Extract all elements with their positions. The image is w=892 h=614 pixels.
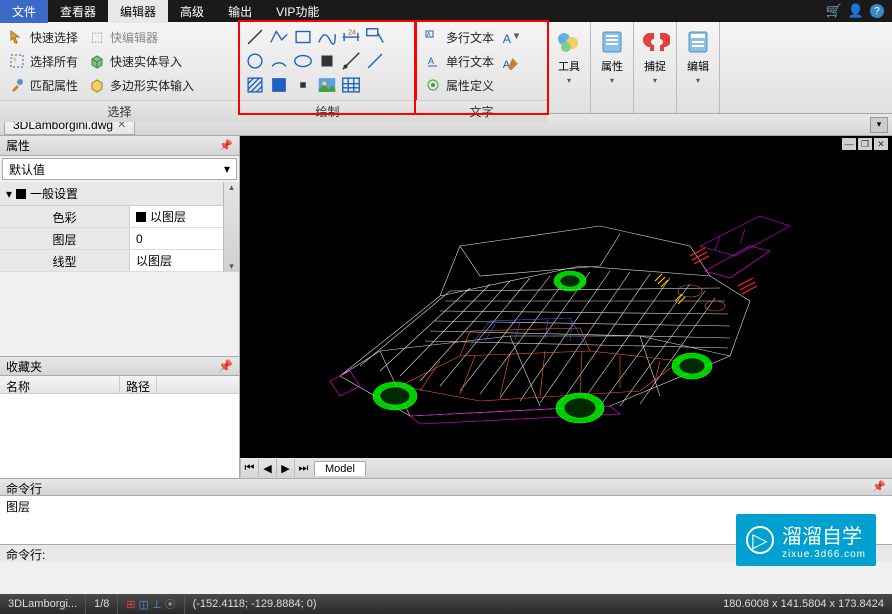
quick-solid-button[interactable]: 快速实体导入: [84, 50, 198, 72]
props-panel-header: 属性 📌: [0, 136, 239, 156]
model-tabbar: ⏮ ◀ ▶ ⏭ Model: [240, 458, 892, 478]
car-wireframe: [260, 156, 840, 456]
ellipse-icon[interactable]: [292, 50, 314, 72]
xline-icon[interactable]: [364, 50, 386, 72]
status-toggles: ⊞ ◫ ⊥ ⦿: [118, 594, 184, 614]
ribbon-group-snap: 捕捉▾: [634, 22, 677, 113]
prop-row-layer[interactable]: 图层0: [0, 228, 223, 250]
menu-output[interactable]: 输出: [216, 0, 264, 23]
table-icon[interactable]: [340, 74, 362, 96]
circle-icon[interactable]: [244, 50, 266, 72]
single-text-button[interactable]: A单行文本: [420, 50, 498, 72]
arc-icon[interactable]: [268, 50, 290, 72]
svg-text:A: A: [428, 56, 434, 66]
status-coords: (-152.4118; -129.8884; 0): [185, 598, 716, 610]
svg-text:A: A: [503, 32, 512, 46]
ribbon-group-draw: 24 绘制: [240, 22, 416, 113]
ribbon-label-select: 选择: [0, 100, 239, 122]
favorites-body: [0, 394, 239, 478]
svg-text:24: 24: [348, 29, 356, 36]
ribbon-label-draw: 绘制: [240, 100, 415, 122]
multiline-text-button[interactable]: A多行文本: [420, 26, 498, 48]
viewport-minimize[interactable]: —: [842, 138, 856, 150]
image-icon[interactable]: [316, 74, 338, 96]
match-props-button[interactable]: 匹配属性: [4, 74, 82, 96]
menu-file[interactable]: 文件: [0, 0, 48, 23]
ribbon: 快速选择 选择所有 匹配属性 ⬚快编辑器 快速实体导入 多边形实体输入 选择 2…: [0, 22, 892, 114]
ribbon-group-edit: 编辑▾: [677, 22, 720, 113]
menu-vip[interactable]: VIP功能: [264, 0, 331, 23]
menu-advanced[interactable]: 高级: [168, 0, 216, 23]
snap-toggle-icon[interactable]: ⊞: [126, 598, 135, 611]
ortho-toggle-icon[interactable]: ⊥: [152, 598, 162, 611]
snap-button[interactable]: 捕捉▾: [634, 22, 676, 90]
select-all-button[interactable]: 选择所有: [4, 50, 82, 72]
fav-col-path[interactable]: 路径: [120, 376, 157, 393]
poly-solid-button[interactable]: 多边形实体输入: [84, 74, 198, 96]
grid-toggle-icon[interactable]: ◫: [139, 598, 149, 611]
ray-icon[interactable]: [340, 50, 362, 72]
props-dropdown[interactable]: 默认值▾: [2, 158, 237, 180]
viewport[interactable]: — ❐ ✕: [240, 136, 892, 478]
model-tab-last[interactable]: ⏭: [294, 459, 312, 477]
ribbon-group-text: A多行文本 A单行文本 属性定义 A A 文字: [416, 22, 548, 113]
model-tab-next[interactable]: ▶: [276, 459, 294, 477]
favorites-columns: 名称 路径: [0, 376, 239, 394]
favorites-header: 收藏夹 📌: [0, 356, 239, 376]
prop-row-linetype[interactable]: 线型以图层: [0, 250, 223, 272]
props-button[interactable]: 属性▾: [591, 22, 633, 90]
quick-edit-button[interactable]: ⬚快编辑器: [84, 26, 198, 48]
cart-icon[interactable]: 🛒: [826, 3, 842, 19]
fav-col-name[interactable]: 名称: [0, 376, 120, 393]
prop-section-general[interactable]: ▾一般设置: [0, 182, 223, 206]
ribbon-group-select: 快速选择 选择所有 匹配属性 ⬚快编辑器 快速实体导入 多边形实体输入 选择: [0, 22, 240, 113]
edit-button[interactable]: 编辑▾: [677, 22, 719, 90]
pin-icon[interactable]: 📌: [219, 139, 233, 152]
user-icon[interactable]: 👤: [848, 3, 864, 19]
viewport-close[interactable]: ✕: [874, 138, 888, 150]
model-tab-first[interactable]: ⏮: [240, 459, 258, 477]
text-style-icon[interactable]: A: [500, 28, 522, 50]
tab-scroll-button[interactable]: ▾: [870, 117, 888, 133]
viewport-maximize[interactable]: ❐: [858, 138, 872, 150]
hatch-icon[interactable]: [244, 74, 266, 96]
gradient-icon[interactable]: [268, 74, 290, 96]
quick-select-button[interactable]: 快速选择: [4, 26, 82, 48]
polar-toggle-icon[interactable]: ⦿: [165, 596, 176, 612]
watermark: ▷ 溜溜自学 zixue.3d66.com: [736, 514, 876, 566]
status-file[interactable]: 3DLamborgi...: [0, 594, 86, 614]
sidebar: 属性 📌 默认值▾ ▾一般设置 色彩以图层 图层0 线型以图层 ▴▾ 收藏夹 📌…: [0, 136, 240, 478]
play-icon: ▷: [746, 526, 774, 554]
line-icon[interactable]: [244, 26, 266, 48]
ribbon-label-text: 文字: [416, 100, 547, 122]
dim-icon[interactable]: 24: [340, 26, 362, 48]
solid-icon[interactable]: [316, 50, 338, 72]
pin-icon[interactable]: 📌: [872, 480, 886, 494]
model-tab[interactable]: Model: [314, 461, 366, 476]
statusbar: 3DLamborgi... 1/8 ⊞ ◫ ⊥ ⦿ (-152.4118; -1…: [0, 594, 892, 614]
tools-button[interactable]: 工具▾: [548, 22, 590, 90]
menu-editor[interactable]: 编辑器: [108, 0, 168, 23]
spline-icon[interactable]: [316, 26, 338, 48]
ribbon-group-props: 属性▾: [591, 22, 634, 113]
status-dims: 180.6008 x 141.5804 x 173.8424: [715, 598, 892, 610]
rect-icon[interactable]: [292, 26, 314, 48]
ribbon-group-tools: 工具▾: [548, 22, 591, 113]
model-tab-prev[interactable]: ◀: [258, 459, 276, 477]
attr-def-button[interactable]: 属性定义: [420, 74, 498, 96]
pin-icon[interactable]: 📌: [218, 359, 233, 373]
point-icon[interactable]: [292, 74, 314, 96]
prop-row-color[interactable]: 色彩以图层: [0, 206, 223, 228]
leader-icon[interactable]: [364, 26, 386, 48]
command-header: 命令行 📌: [0, 478, 892, 496]
polyline-icon[interactable]: [268, 26, 290, 48]
props-scrollbar[interactable]: ▴▾: [223, 182, 239, 272]
text-edit-icon[interactable]: A: [500, 54, 522, 76]
help-icon[interactable]: ?: [870, 4, 884, 18]
status-page[interactable]: 1/8: [86, 594, 118, 614]
menubar: 文件 查看器 编辑器 高级 输出 VIP功能 🛒 👤 ?: [0, 0, 892, 22]
menu-viewer[interactable]: 查看器: [48, 0, 108, 23]
